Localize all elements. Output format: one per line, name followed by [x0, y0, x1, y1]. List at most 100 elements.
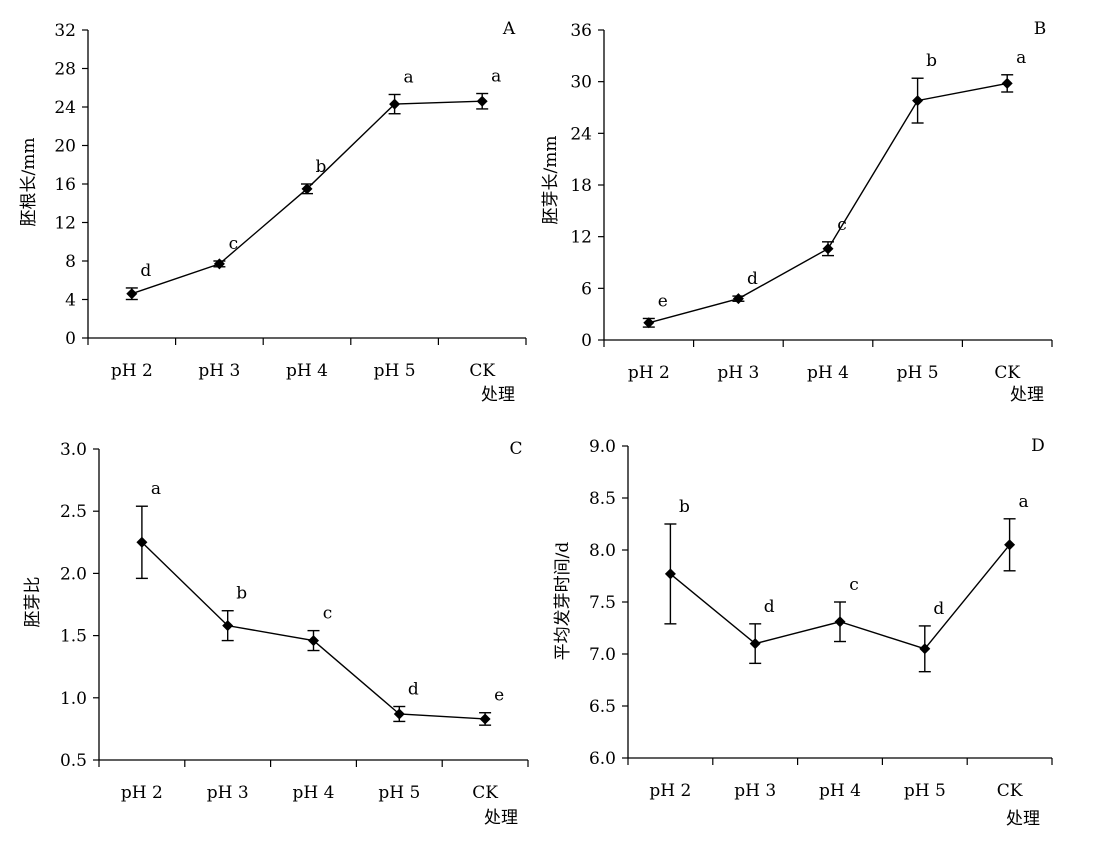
y-tick-label: 3.0 [60, 440, 87, 460]
significance-letter: b [236, 584, 247, 604]
y-tick-label: 28 [54, 60, 76, 80]
data-point-marker [301, 183, 313, 195]
significance-letter: d [764, 597, 775, 617]
x-tick-label: pH 3 [207, 783, 249, 803]
y-tick-label: 2.5 [60, 502, 87, 522]
x-tick-label: pH 2 [121, 783, 163, 803]
panel-label: A [502, 19, 516, 39]
significance-letter: c [323, 604, 333, 624]
x-tick-label: pH 2 [111, 361, 153, 381]
x-axis-title: 处理 [484, 808, 518, 828]
chart-panel-d: 6.0 6.5 7.0 7.5 8.0 8.5 9.0 pH 2 pH 3 pH 4 pH 5 CK 处… [553, 436, 1053, 829]
x-tick-label: pH 5 [897, 363, 939, 383]
y-tick-label: 9.0 [589, 437, 616, 457]
significance-letter: b [679, 497, 690, 517]
significance-letter: c [849, 575, 859, 595]
data-point-marker [1001, 77, 1013, 89]
y-tick-label: 6.5 [589, 697, 616, 717]
significance-letter: c [837, 215, 847, 235]
y-tick-label: 1.5 [60, 627, 87, 647]
data-point-marker [213, 258, 225, 270]
y-tick-label: 32 [54, 21, 76, 41]
x-tick-label: pH 3 [734, 781, 776, 801]
y-tick-label: 0 [65, 329, 76, 349]
x-tick-label: CK [997, 781, 1023, 801]
series-line [648, 82, 1008, 324]
data-point-marker [389, 98, 401, 110]
y-tick-label: 24 [54, 98, 76, 118]
significance-letter: e [494, 686, 504, 706]
data-point-marker [136, 536, 148, 548]
data-point-marker [919, 643, 931, 655]
y-tick-label: 36 [570, 21, 592, 41]
data-point-marker [222, 620, 234, 632]
y-tick-label: 7.0 [589, 645, 616, 665]
significance-letter: d [140, 261, 151, 281]
significance-letter: b [926, 51, 937, 71]
y-tick-label: 8.5 [589, 489, 616, 509]
panel-label: D [1031, 436, 1045, 456]
series-line [131, 100, 483, 295]
x-tick-label: pH 3 [198, 361, 240, 381]
panel-label: C [509, 439, 522, 459]
y-tick-label: 18 [570, 176, 592, 196]
y-tick-label: 20 [54, 137, 76, 157]
data-point-marker [732, 293, 744, 305]
y-tick-label: 1.0 [60, 689, 87, 709]
x-tick-label: pH 5 [374, 361, 416, 381]
x-tick-label: pH 4 [807, 363, 849, 383]
significance-letter: d [408, 680, 419, 700]
x-tick-label: pH 4 [293, 783, 335, 803]
x-axis-title: 处理 [481, 385, 515, 405]
x-tick-label: pH 5 [904, 781, 946, 801]
x-tick-label: CK [469, 361, 495, 381]
y-axis-title: 胚芽比 [23, 577, 43, 628]
x-tick-label: pH 2 [628, 363, 670, 383]
data-point-marker [1004, 539, 1016, 551]
data-point-marker [912, 95, 924, 107]
y-tick-label: 4 [65, 291, 76, 311]
x-tick-label: pH 3 [717, 363, 759, 383]
chart-panel-c: 0.5 1.0 1.5 2.0 2.5 3.0 pH 2 pH 3 pH 4 pH 5 CK 处理 胚芽… [23, 439, 529, 828]
significance-letter: a [1019, 492, 1029, 512]
significance-letter: d [747, 269, 758, 289]
data-point-marker [476, 95, 488, 107]
x-tick-label: pH 4 [819, 781, 861, 801]
y-tick-label: 24 [570, 124, 592, 144]
y-tick-label: 12 [54, 214, 76, 234]
y-axis-title: 胚芽长/mm [541, 136, 561, 225]
data-point-marker [834, 616, 846, 628]
data-point-marker [479, 713, 491, 725]
y-tick-label: 6.0 [589, 749, 616, 769]
y-tick-label: 8.0 [589, 541, 616, 561]
y-tick-label: 0.5 [60, 751, 87, 771]
y-tick-label: 12 [570, 228, 592, 248]
significance-letter: c [229, 234, 239, 254]
x-tick-label: pH 2 [649, 781, 691, 801]
x-tick-label: pH 4 [286, 361, 328, 381]
significance-letter: a [1016, 48, 1026, 68]
x-tick-label: CK [472, 783, 498, 803]
data-point-marker [822, 243, 834, 255]
y-tick-label: 7.5 [589, 593, 616, 613]
y-tick-label: 30 [570, 73, 592, 93]
y-tick-label: 16 [54, 175, 76, 195]
significance-letter: a [151, 479, 161, 499]
y-axis-title: 平均发芽时间/d [553, 542, 573, 661]
y-axis-title: 胚根长/mm [19, 138, 39, 227]
data-point-marker [643, 317, 655, 329]
x-axis-title: 处理 [1010, 385, 1044, 405]
x-tick-label: CK [994, 363, 1020, 383]
data-point-marker [308, 635, 319, 647]
significance-letter: d [933, 599, 944, 619]
significance-letter: e [658, 291, 668, 311]
chart-panel-a: 0 4 8 12 16 20 24 28 32 pH 2 pH 3 pH 4 pH 5 CK 处理 胚根长/m… [19, 19, 527, 405]
y-tick-label: 8 [65, 252, 76, 272]
panel-label: B [1034, 19, 1047, 39]
data-point-marker [664, 568, 676, 580]
y-tick-label: 0 [581, 331, 592, 351]
x-axis-title: 处理 [1006, 809, 1040, 829]
y-tick-label: 6 [581, 279, 592, 299]
significance-letter: a [491, 67, 501, 87]
